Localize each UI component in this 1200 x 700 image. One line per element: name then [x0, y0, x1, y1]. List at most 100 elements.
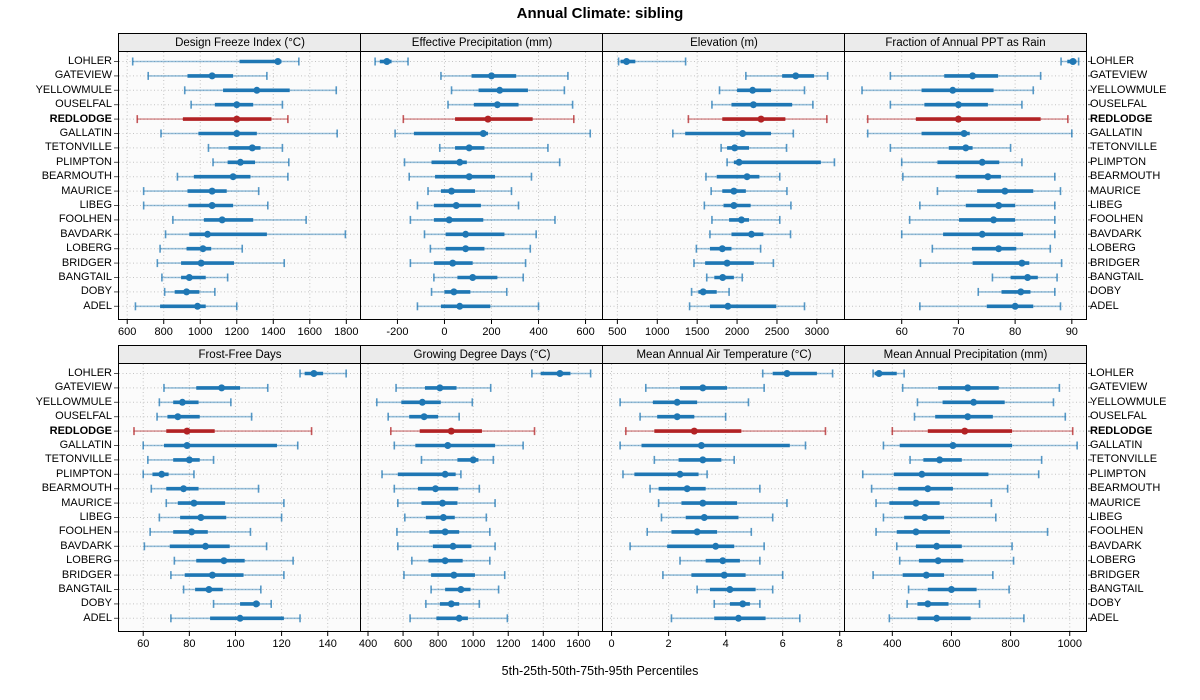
x-tick-label: 6: [780, 638, 786, 650]
station-label-right-bearmouth: BEARMOUTH: [1090, 482, 1161, 495]
series-row-gallatin: [394, 129, 592, 138]
panel-canvas-growing-degree-days-c: 400 600 800 1000 1200 1400 1600: [359, 364, 602, 650]
panel-canvas-mean-annual-air-temperature-c: 0 2 4 6 8: [603, 364, 844, 650]
series-row-plimpton: [900, 158, 1023, 167]
x-tick-label: 70: [952, 326, 964, 338]
series-row-adel: [134, 302, 238, 311]
series-row-bavdark: [895, 542, 1013, 551]
series-row-bearmouth: [902, 172, 1056, 181]
station-label-right-bridger: BRIDGER: [1090, 568, 1141, 581]
station-label-left-tetonville: TETONVILLE: [44, 141, 112, 154]
series-row-bangtail: [182, 585, 262, 594]
station-label-right-adel: ADEL: [1090, 299, 1119, 312]
x-tick-label: 0: [608, 638, 614, 650]
series-row-doby: [425, 599, 481, 608]
gridlines: [845, 52, 1086, 319]
station-label-right-ouselfal: OUSELFAL: [1090, 410, 1147, 423]
station-label-right-bavdark: BAVDARK: [1090, 227, 1142, 240]
station-label-right-gallatin: GALLATIN: [1090, 127, 1143, 139]
series-row-yellowmule: [450, 86, 566, 95]
series-row-yellowmule: [158, 398, 232, 407]
station-label-right-maurice: MAURICE: [1090, 184, 1141, 197]
station-label-right-gateview: GATEVIEW: [1090, 69, 1148, 82]
station-label-left-gallatin: GALLATIN: [59, 439, 112, 451]
x-tick-label: 400: [883, 638, 901, 650]
series-row-bavdark: [709, 230, 792, 239]
series-row-gateview: [889, 71, 1042, 80]
series-row-bridger: [919, 259, 1063, 268]
panel-fraction-of-annual-ppt-as-rain: 60 70 80 90: [844, 51, 1092, 338]
x-tick-label: 1200: [496, 638, 520, 650]
series-row-tetonville: [420, 455, 495, 464]
x-tick-label: 200: [482, 326, 500, 338]
station-label-left-bavdark: BAVDARK: [60, 227, 112, 240]
x-tick-label: 600: [394, 638, 412, 650]
series-row-doby: [163, 287, 216, 296]
station-label-left-ouselfal: OUSELFAL: [55, 410, 112, 423]
panel-strip-fraction-of-annual-ppt-as-rain: Fraction of Annual PPT as Rain: [844, 33, 1087, 52]
series-row-libeg: [416, 201, 520, 210]
x-axis-mean-annual-air-temperature-c: 0 2 4 6 8: [608, 632, 843, 650]
x-tick-label: 600: [118, 326, 136, 338]
gridlines: [603, 364, 844, 631]
station-label-right-lohler: LOHLER: [1090, 367, 1135, 379]
series-row-bangtail: [991, 273, 1058, 282]
station-label-left-maurice: MAURICE: [61, 496, 112, 509]
series-row-gateview: [745, 71, 829, 80]
station-label-left-yellowmule: YELLOWMULE: [35, 83, 112, 96]
panel-canvas-fraction-of-annual-ppt-as-rain: 60 70 80 90: [845, 52, 1092, 338]
station-edge-ticks: [114, 373, 118, 619]
series-row-lohler: [299, 369, 347, 378]
x-tick-label: 1800: [334, 326, 358, 338]
station-label-right-bangtail: BANGTAIL: [1090, 271, 1144, 283]
series-row-bridger: [872, 571, 994, 580]
series-row-libeg: [882, 513, 997, 522]
series-row-gallatin: [393, 441, 524, 450]
series-row-plimpton: [381, 470, 462, 479]
series-row-doby: [690, 287, 730, 296]
station-label-left-gateview: GATEVIEW: [54, 69, 112, 82]
x-axis-frost-free-days: 60 80 100 120 140: [137, 632, 337, 650]
series-row-libeg: [404, 513, 488, 522]
series-row-gallatin: [142, 441, 299, 450]
series-row-bridger: [156, 259, 286, 268]
x-tick-label: 100: [226, 638, 244, 650]
series-row-ouselfal: [156, 412, 253, 421]
series-row-ouselfal: [447, 100, 574, 109]
panel-mean-annual-precipitation-mm: 400 600 800 1000: [844, 363, 1092, 650]
x-tick-label: 60: [137, 638, 149, 650]
station-label-right-plimpton: PLIMPTON: [1090, 467, 1147, 480]
series-row-bavdark: [629, 542, 765, 551]
station-label-right-bearmouth: BEARMOUTH: [1090, 170, 1161, 183]
series-row-gallatin: [619, 441, 807, 450]
series-row-foolhen: [875, 527, 1049, 536]
x-axis-mean-annual-precipitation-mm: 400 600 800 1000: [883, 632, 1082, 650]
series-row-maurice: [142, 187, 260, 196]
series-row-loberg: [429, 244, 532, 253]
panel-canvas-effective-precipitation-mm: -200 0 200 400 600: [361, 52, 602, 338]
series-row-ouselfal: [639, 412, 727, 421]
series-row-bridger: [403, 571, 506, 580]
panel-canvas-mean-annual-precipitation-mm: 400 600 800 1000: [845, 364, 1092, 650]
series-row-adel: [919, 302, 1062, 311]
station-label-left-bavdark: BAVDARK: [60, 539, 112, 552]
series-row-adel: [688, 302, 806, 311]
series-row-lohler: [1060, 57, 1080, 66]
station-label-left-plimpton: PLIMPTON: [55, 467, 112, 480]
panel-elevation-m: 500 1000 1500 2000 2500 3000: [602, 51, 845, 338]
series-row-gateview: [901, 383, 1061, 392]
station-label-right-ouselfal: OUSELFAL: [1090, 98, 1147, 111]
series-row-tetonville: [147, 455, 215, 464]
station-label-right-tetonville: TETONVILLE: [1090, 453, 1158, 466]
series-row-lohler: [374, 57, 409, 66]
station-label-left-maurice: MAURICE: [61, 184, 112, 197]
station-label-right-yellowmule: YELLOWMULE: [1090, 83, 1167, 96]
station-edge-ticks: [1088, 61, 1092, 307]
series-row-foolhen: [711, 215, 781, 224]
x-tick-label: 1000: [188, 326, 212, 338]
series-row-bavdark: [143, 542, 268, 551]
station-label-left-gateview: GATEVIEW: [54, 381, 112, 394]
series-row-adel: [170, 614, 301, 623]
x-tick-label: 2000: [725, 326, 749, 338]
series-row-bavdark: [397, 542, 496, 551]
